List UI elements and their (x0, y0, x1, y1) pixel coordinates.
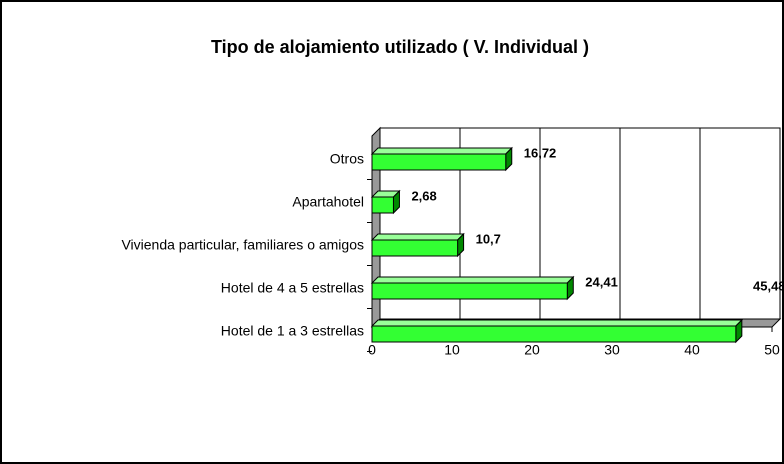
y-tick-label: Vivienda particular, familiares o amigos (121, 237, 364, 253)
x-tick-label: 50 (764, 342, 780, 358)
chart-title: Tipo de alojamiento utilizado ( V. Indiv… (211, 37, 589, 57)
bar-top (370, 319, 744, 327)
data-label: 2,68 (411, 188, 436, 203)
x-tick-label: 40 (684, 342, 700, 358)
x-tick-label: 30 (604, 342, 620, 358)
x-tick-label: 10 (444, 342, 460, 358)
data-label: 16,72 (524, 145, 557, 160)
y-tick-label: Apartahotel (292, 194, 364, 210)
bar (371, 325, 737, 343)
data-label: 10,7 (476, 231, 501, 246)
y-tick-label: Hotel de 4 a 5 estrellas (221, 280, 364, 296)
data-label: 45,48 (753, 278, 784, 293)
x-tick-label: 20 (524, 342, 540, 358)
bar (371, 239, 459, 257)
bar-top (370, 147, 513, 155)
bar-top (370, 233, 465, 241)
bar (371, 153, 507, 171)
bar (371, 196, 394, 214)
x-tick-label: 0 (368, 342, 376, 358)
data-label: 24,41 (585, 274, 618, 289)
y-tick-label: Otros (330, 151, 364, 167)
bar-top (370, 276, 575, 284)
y-tick-label: Hotel de 1 a 3 estrellas (221, 323, 364, 339)
bar (371, 282, 568, 300)
